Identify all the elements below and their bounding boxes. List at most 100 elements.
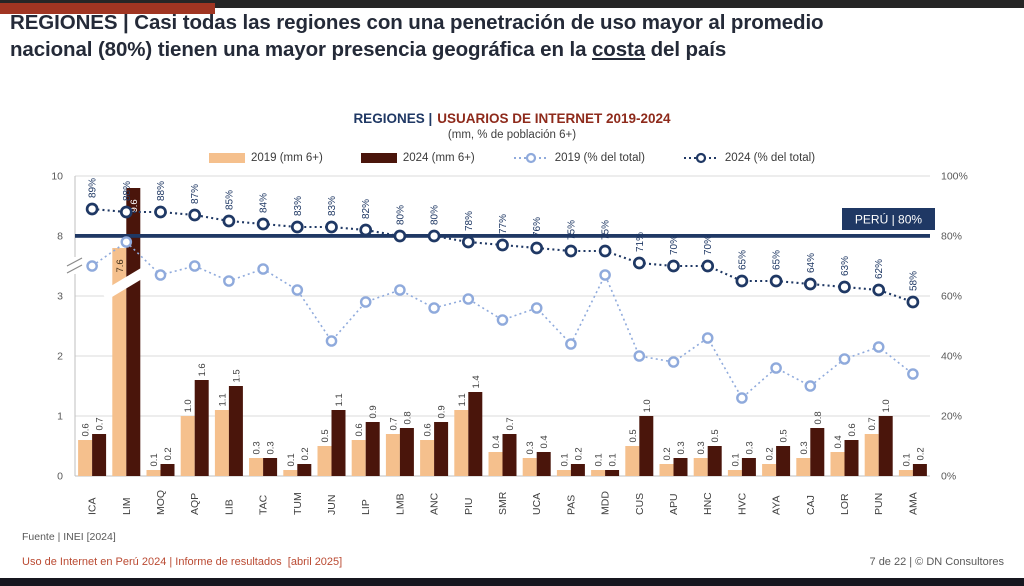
pct-value-label: 75% [601,220,612,240]
pct-marker-LIB [223,275,235,287]
left-axis-tick: 10 [51,171,63,183]
pct-marker-TUM [291,284,304,296]
pct-value-label: 71% [635,232,646,252]
x-axis-label-CUS: CUS [634,493,646,515]
pct-marker-AMA [907,368,919,380]
pct-marker-LIP [359,223,373,237]
pct-value-label: 84% [259,193,270,213]
pct-marker-LIM [119,205,133,219]
axis-break-slash [101,261,157,301]
bar-2019-LIM [112,248,127,476]
bar-value-label: 7.6 [115,259,126,272]
bar-2024-LMB [399,428,414,476]
axis-break-mark [66,257,83,267]
left-axis-tick: 0 [57,471,63,483]
bar-2019-LIB [214,410,229,476]
bar-value-label: 0.9 [437,405,448,418]
bar-value-label: 1.4 [471,375,482,388]
pct-marker-JUN [325,335,338,347]
pct-value-label: 85% [224,190,235,210]
bar-value-label: 0.5 [628,429,639,442]
bar-2024-HNC [707,446,722,476]
right-axis-tick: 0% [941,471,956,483]
bar-2024-AYA [776,446,791,476]
x-axis-label-PUN: PUN [873,493,885,515]
pct-marker-AYA [770,362,782,374]
left-axis-tick: 3 [57,291,63,303]
bar-value-label: 9.6 [129,199,140,212]
right-axis-tick: 100% [941,171,968,183]
bar-2024-ANC [434,422,449,476]
bar-value-label: 0.8 [402,411,413,424]
bar-2019-ANC [420,440,435,476]
chart-subtitle: (mm, % de población 6+) [447,129,577,141]
bar-value-label: 0.3 [525,441,536,454]
bar-value-label: 0.8 [813,411,824,424]
pct-marker-HVC [735,274,749,288]
bar-2024-LOR [844,440,859,476]
page-title-costa: costa [591,37,646,61]
pct-marker-HNC [701,259,715,273]
pct-marker-HVC [736,392,748,404]
bar-2024-LIB [228,386,243,476]
x-axis-label-AYA: AYA [771,496,783,515]
pct-marker-CAJ [803,277,817,291]
bar-value-label: 1.5 [231,369,242,382]
footer-source: Fuente | INEI [2024] [22,531,116,543]
pct-marker-ICA [86,260,98,272]
bar-value-label: 0.2 [765,447,776,460]
bar-2019-APU [659,464,674,476]
pct-marker-UCA [530,241,544,255]
top-accent-bar [0,3,215,14]
bar-2019-LOR [830,452,845,476]
pct-marker-AYA [769,274,783,288]
legend-swatch-2024-bars [360,153,397,163]
x-axis-label-UCA: UCA [531,493,543,515]
chart-legend: 2019 (mm 6+) 2024 (mm 6+) 2019 (% del to… [0,150,1024,166]
pct-value-label: 83% [327,196,338,216]
bar-value-label: 0.7 [388,417,399,430]
bar-value-label: 0.2 [573,447,584,460]
top-bar [0,0,1024,8]
pct-marker-PIU [462,293,475,305]
bar-value-label: 0.7 [95,417,106,430]
bar-2019-PAS [556,470,571,476]
bar-value-label: 0.3 [744,441,755,454]
page-title-line2: nacional (80%) tienen una mayor presenci… [10,38,726,61]
pct-marker-LIP [359,296,372,308]
bar-2024-TUM [297,464,312,476]
bar-2019-ICA [78,440,93,476]
pct-value-label: 80% [395,205,406,225]
pct-marker-PUN [872,341,885,353]
bar-2024-AMA [912,464,927,476]
pct-marker-MDD [599,269,611,281]
bar-value-label: 0.3 [266,441,277,454]
pct-marker-UCA [530,302,543,314]
x-axis-label-LMB: LMB [394,493,406,515]
pct-marker-LIB [222,214,236,228]
pct-marker-TAC [257,263,269,275]
pct-marker-PUN [872,283,886,297]
x-axis-label-LOR: LOR [839,493,851,515]
bar-value-label: 0.3 [252,441,263,454]
pct-marker-ANC [428,302,440,314]
pct-marker-PAS [564,244,578,258]
x-axis-label-AMA: AMA [907,492,919,515]
bar-2024-PIU [468,392,483,476]
pct-value-label: 58% [908,271,919,291]
right-axis-tick: 40% [941,351,962,363]
pct-marker-CUS [633,350,646,362]
pct-value-label: 64% [806,253,817,273]
pct-marker-TUM [290,220,304,234]
x-axis-label-LIP: LIP [360,499,372,515]
pct-marker-CAJ [804,380,817,392]
bar-value-label: 0.4 [539,435,550,448]
dotted-line-marker-icon [683,152,718,164]
bar-value-label: 0.1 [286,453,297,466]
bar-2019-CUS [625,446,640,476]
bar-value-label: 0.1 [149,453,160,466]
x-axis-label-ANC: ANC [429,492,441,515]
chart-title-prefix: REGIONES | [353,111,433,126]
pct-marker-TAC [256,217,270,231]
bar-value-label: 1.6 [197,363,208,376]
